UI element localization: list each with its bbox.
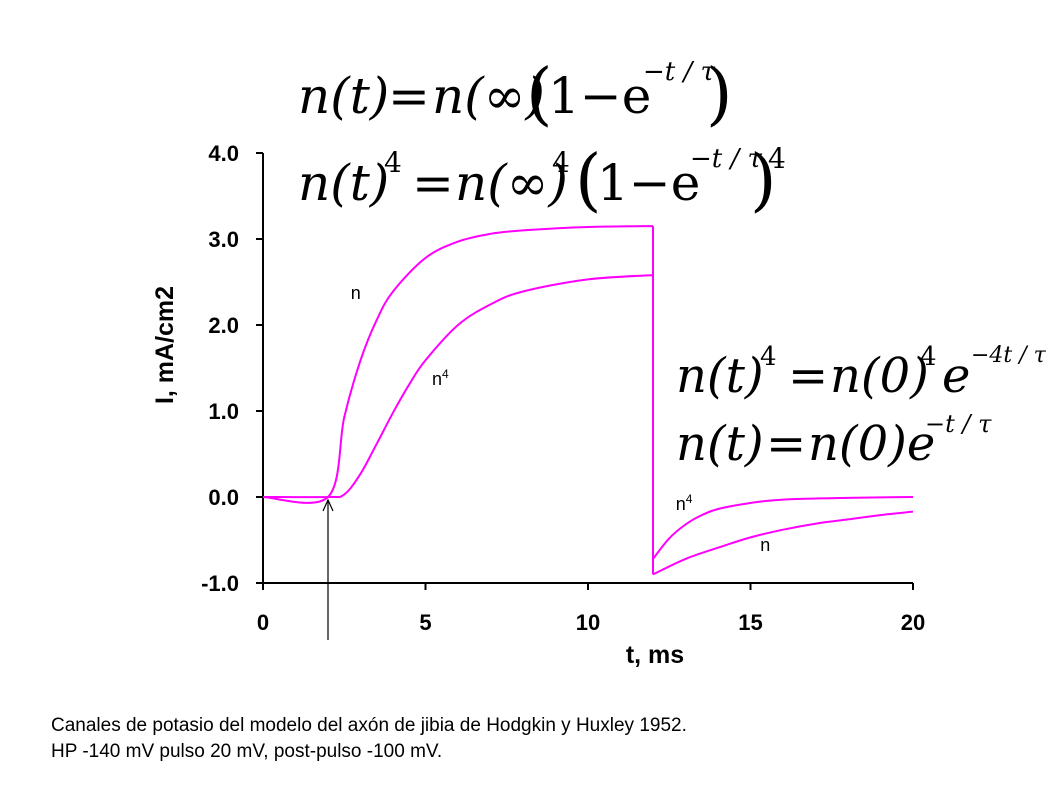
- caption-line-1: Canales de potasio del modelo del axón d…: [51, 715, 687, 736]
- figure-caption: Canales de potasio del modelo del axón d…: [51, 713, 687, 765]
- series-line-n4: [262, 274, 914, 560]
- eq2-close-paren: ): [750, 141, 777, 220]
- x-tick-label: 10: [576, 610, 600, 635]
- equation-3: n(t) 4 = n(0) 4 e −4t / τ: [676, 342, 1047, 404]
- eq4-rhs: n(0)e: [808, 416, 935, 472]
- eq3-exponent: −4t / τ: [971, 343, 1047, 368]
- curve-label: n: [760, 535, 770, 555]
- y-tick-label: 0.0: [208, 485, 239, 510]
- eq1-rhs-b: 1−e: [548, 67, 651, 125]
- curve-label: n4: [432, 367, 449, 389]
- eq3-rhs-a: n(0): [830, 348, 929, 404]
- y-axis-title: I, mA/cm2: [151, 286, 179, 404]
- eq2-rhs-b: 1−e: [597, 154, 700, 212]
- x-tick-label: 20: [901, 610, 925, 635]
- x-tick-label: 15: [738, 610, 762, 635]
- eq2-rhs-a-power: 4: [552, 146, 570, 179]
- caption-line-2: HP -140 mV pulso 20 mV, post-pulso -100 …: [51, 741, 443, 762]
- eq1-close-paren: ): [706, 55, 733, 134]
- eq4-exponent: −t / τ: [925, 410, 992, 438]
- curve-label: n: [351, 283, 361, 303]
- eq2-equals: =: [412, 154, 454, 212]
- eq2-outer-power: 4: [768, 142, 786, 175]
- y-tick-label: 3.0: [208, 227, 239, 252]
- chart-curve-labels: n n4 n4 n: [351, 283, 771, 555]
- eq1-open-paren: (: [526, 55, 553, 134]
- eq2-exponent: −t / τ: [690, 144, 763, 174]
- eq1-exponent: −t / τ: [643, 57, 716, 87]
- eq2-lhs: n(t): [298, 154, 389, 212]
- eq3-equals: =: [788, 348, 828, 404]
- x-axis-title: t, ms: [626, 641, 684, 669]
- eq1-lhs: n(t): [298, 67, 389, 125]
- eq3-rhs-a-power: 4: [920, 342, 937, 372]
- y-tick-label: 4.0: [208, 141, 239, 166]
- eq4-lhs: n(t): [676, 416, 764, 472]
- equation-2: n(t) 4 = n(∞) 4 ( 1−e −t / τ ) 4: [298, 141, 786, 220]
- eq3-lhs: n(t): [676, 348, 764, 404]
- eq2-lhs-power: 4: [384, 146, 402, 179]
- equation-1: n(t) = n(∞) ( 1−e −t / τ ): [298, 55, 733, 134]
- y-tick-label: 1.0: [208, 399, 239, 424]
- eq1-rhs-a: n(∞): [432, 67, 545, 125]
- stimulus-arrow-head: [322, 498, 334, 512]
- eq2-rhs-a: n(∞): [455, 154, 568, 212]
- x-tick-label: 0: [257, 610, 269, 635]
- eq4-equals: =: [766, 416, 806, 472]
- y-tick-label: -1.0: [201, 571, 239, 596]
- eq1-equals: =: [388, 67, 430, 125]
- eq3-rhs-b: e: [942, 348, 970, 404]
- chart-series: [262, 225, 914, 640]
- chart-ticks: 4.0 3.0 2.0 1.0 0.0 -1.0 0 5 10 15 20: [201, 141, 925, 635]
- equation-4: n(t) = n(0)e −t / τ: [676, 410, 992, 472]
- eq2-open-paren: (: [575, 141, 602, 220]
- x-tick-label: 5: [419, 610, 431, 635]
- curve-label: n4: [676, 492, 693, 514]
- eq3-lhs-power: 4: [760, 342, 777, 372]
- y-tick-label: 2.0: [208, 313, 239, 338]
